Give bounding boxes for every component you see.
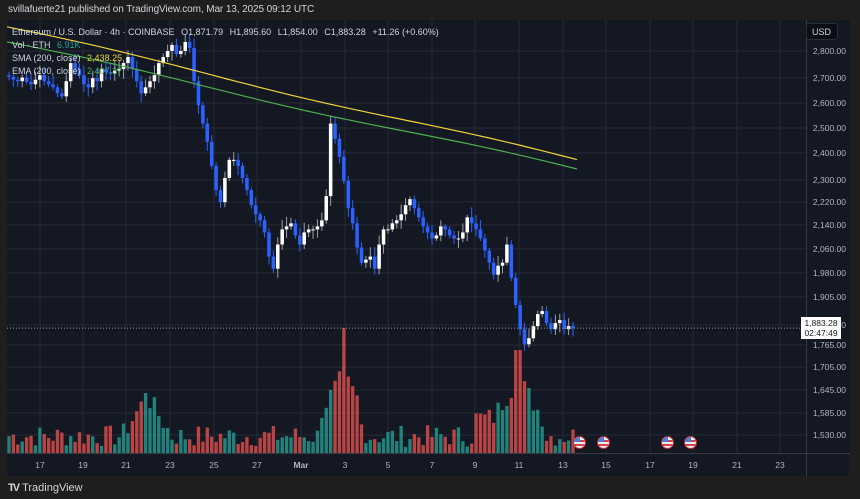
ohlc-low: L1,854.00 xyxy=(277,27,318,37)
price-tick-label: 1,765.00 xyxy=(812,340,846,350)
price-tick-label: 1,530.00 xyxy=(812,430,846,440)
volume-value: 6.91K xyxy=(57,40,81,50)
time-tick-label: 19 xyxy=(688,460,698,470)
time-tick-label: 11 xyxy=(514,460,524,470)
chart-legend: Ethereum / U.S. Dollar · 4h · COINBASE O… xyxy=(12,26,439,78)
bar-countdown: 02:47:49 xyxy=(804,328,838,339)
legend-ema-row[interactable]: EMA (200, close) 2,407.37 xyxy=(12,65,439,78)
chart-frame: Ethereum / U.S. Dollar · 4h · COINBASE O… xyxy=(7,20,850,477)
publisher-line: svillafuerte21 published on TradingView.… xyxy=(8,4,315,15)
price-tick-label: 2,300.00 xyxy=(812,175,846,185)
currency-button[interactable]: USD xyxy=(806,23,838,40)
price-tick-label: 1,905.00 xyxy=(812,292,846,302)
price-tick-label: 2,400.00 xyxy=(812,148,846,158)
time-tick-label: 23 xyxy=(775,460,785,470)
price-tick-label: 2,140.00 xyxy=(812,220,846,230)
ema-value: 2,407.37 xyxy=(87,66,123,76)
symbol-label[interactable]: Ethereum / U.S. Dollar · 4h · COINBASE xyxy=(12,27,175,37)
time-tick-label: 9 xyxy=(472,460,478,470)
volume-label: Vol · ETH xyxy=(12,40,51,50)
us-flag-event-icon[interactable] xyxy=(684,436,697,449)
us-flag-event-icon[interactable] xyxy=(661,436,674,449)
sma-label: SMA (200, close) xyxy=(12,53,81,63)
time-tick-label: 19 xyxy=(78,460,88,470)
time-tick-label: 3 xyxy=(342,460,348,470)
price-tick-label: 1,980.00 xyxy=(812,268,846,278)
time-tick-label: 5 xyxy=(385,460,391,470)
price-chart xyxy=(7,20,806,453)
price-tick-label: 1,705.00 xyxy=(812,362,846,372)
time-tick-label: 13 xyxy=(558,460,568,470)
ohlc-change: +11.26 (+0.60%) xyxy=(372,27,439,37)
price-axis[interactable]: 2,800.00 2,700.00 2,600.00 2,500.00 2,400.00… xyxy=(806,20,850,453)
brand-name: TradingView xyxy=(22,482,83,494)
time-tick-label: 21 xyxy=(732,460,742,470)
us-flag-event-icon[interactable] xyxy=(573,436,586,449)
time-tick-label: 21 xyxy=(121,460,131,470)
time-tick-label: 23 xyxy=(165,460,175,470)
time-tick-label: 25 xyxy=(209,460,219,470)
price-tick-label: 1,585.00 xyxy=(812,408,846,418)
time-tick-label: 27 xyxy=(252,460,262,470)
ema-label: EMA (200, close) xyxy=(12,66,81,76)
price-tick-label: 1,645.00 xyxy=(812,385,846,395)
price-tick-label: 2,700.00 xyxy=(812,73,846,83)
legend-symbol-row: Ethereum / U.S. Dollar · 4h · COINBASE O… xyxy=(12,26,439,39)
ohlc-close: C1,883.28 xyxy=(324,27,366,37)
time-axis[interactable]: 17 19 21 23 25 27 Mar 3 5 7 9 11 13 15 17 19 21 23 xyxy=(7,453,806,477)
axis-corner xyxy=(806,453,850,477)
chart-plot-area[interactable]: Ethereum / U.S. Dollar · 4h · COINBASE O… xyxy=(7,20,806,453)
last-price-label: 1,883.28 02:47:49 xyxy=(801,317,841,340)
sma-value: 2,438.25 xyxy=(87,53,123,63)
ohlc-open: O1,871.79 xyxy=(181,27,224,37)
price-tick-label: 2,800.00 xyxy=(812,46,846,56)
price-tick-label: 2,060.00 xyxy=(812,244,846,254)
time-tick-label: 15 xyxy=(601,460,611,470)
tradingview-brand: TV TradingView xyxy=(8,482,83,494)
price-tick-label: 2,600.00 xyxy=(812,98,846,108)
legend-sma-row[interactable]: SMA (200, close) 2,438.25 xyxy=(12,52,439,65)
time-tick-label: 17 xyxy=(35,460,45,470)
price-tick-label: 2,220.00 xyxy=(812,197,846,207)
tradingview-logo-icon: TV xyxy=(8,482,20,494)
time-tick-label: 17 xyxy=(645,460,655,470)
ohlc-high: H1,895.60 xyxy=(229,27,272,37)
price-tick-label: 2,500.00 xyxy=(812,123,846,133)
last-price-value: 1,883.28 xyxy=(804,318,838,329)
us-flag-event-icon[interactable] xyxy=(597,436,610,449)
time-tick-label: 7 xyxy=(429,460,435,470)
legend-volume-row[interactable]: Vol · ETH 6.91K xyxy=(12,39,439,52)
time-tick-label: Mar xyxy=(293,460,309,470)
